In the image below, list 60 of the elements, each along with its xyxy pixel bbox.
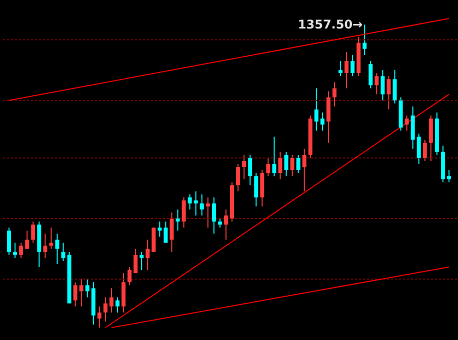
candlestick: [302, 148, 306, 192]
candlestick: [85, 278, 90, 298]
candlestick: [109, 288, 114, 313]
candlestick: [170, 212, 174, 252]
candlestick: [422, 139, 427, 162]
candlestick: [212, 196, 216, 234]
candlestick: [344, 51, 349, 89]
candlestick: [236, 164, 240, 192]
candlestick: [284, 151, 288, 177]
candlestick: [386, 76, 391, 110]
candlestick: [49, 227, 54, 250]
candlestick: [332, 82, 336, 107]
candlestick: [79, 278, 84, 307]
candlestick: [13, 242, 18, 258]
candlestick: [374, 72, 379, 95]
candlestick: [31, 221, 36, 244]
candlestick: [362, 24, 367, 56]
candlestick: [128, 266, 132, 286]
annotation: 1357.50→: [298, 18, 363, 32]
candlestick: [188, 194, 192, 210]
candlestick: [103, 296, 108, 322]
candlestick: [194, 190, 198, 216]
candlestick: [404, 115, 409, 132]
candlestick: [176, 208, 180, 232]
candlestick: [146, 239, 150, 271]
candlestick: [116, 296, 120, 313]
candlestick: [134, 248, 138, 274]
candlestick: [272, 136, 276, 177]
candlestick: [368, 60, 373, 89]
candlestick: [43, 233, 48, 258]
candlestick: [380, 70, 385, 101]
candlestick: [296, 154, 300, 174]
candlestick: [254, 172, 258, 207]
candlestick: [164, 221, 168, 244]
candlestick: [140, 251, 144, 271]
candlestick: [446, 170, 451, 183]
candlestick: [55, 233, 60, 264]
candlestick: [314, 88, 318, 132]
candlestick: [278, 151, 282, 180]
candlestick: [248, 154, 252, 186]
candlestick: [392, 70, 397, 104]
candlestick: [158, 221, 162, 238]
candlestick: [25, 230, 30, 250]
candlestick: [73, 282, 78, 307]
candlestick: [290, 154, 294, 177]
candlestick: [242, 154, 246, 180]
candlestick: [266, 157, 270, 177]
candlestick: [61, 242, 66, 262]
candlestick: [7, 227, 12, 256]
candlestick: [97, 306, 102, 328]
candlestick: [182, 196, 186, 228]
candlestick: [19, 242, 24, 258]
candlestick: [416, 133, 421, 164]
candlestick: [338, 60, 342, 77]
candlestick: [224, 208, 228, 240]
candlestick: [206, 196, 210, 228]
candlestick: [218, 218, 222, 228]
candlestick: [320, 112, 324, 132]
candlestick: [350, 54, 355, 77]
candlestick: [200, 194, 204, 216]
